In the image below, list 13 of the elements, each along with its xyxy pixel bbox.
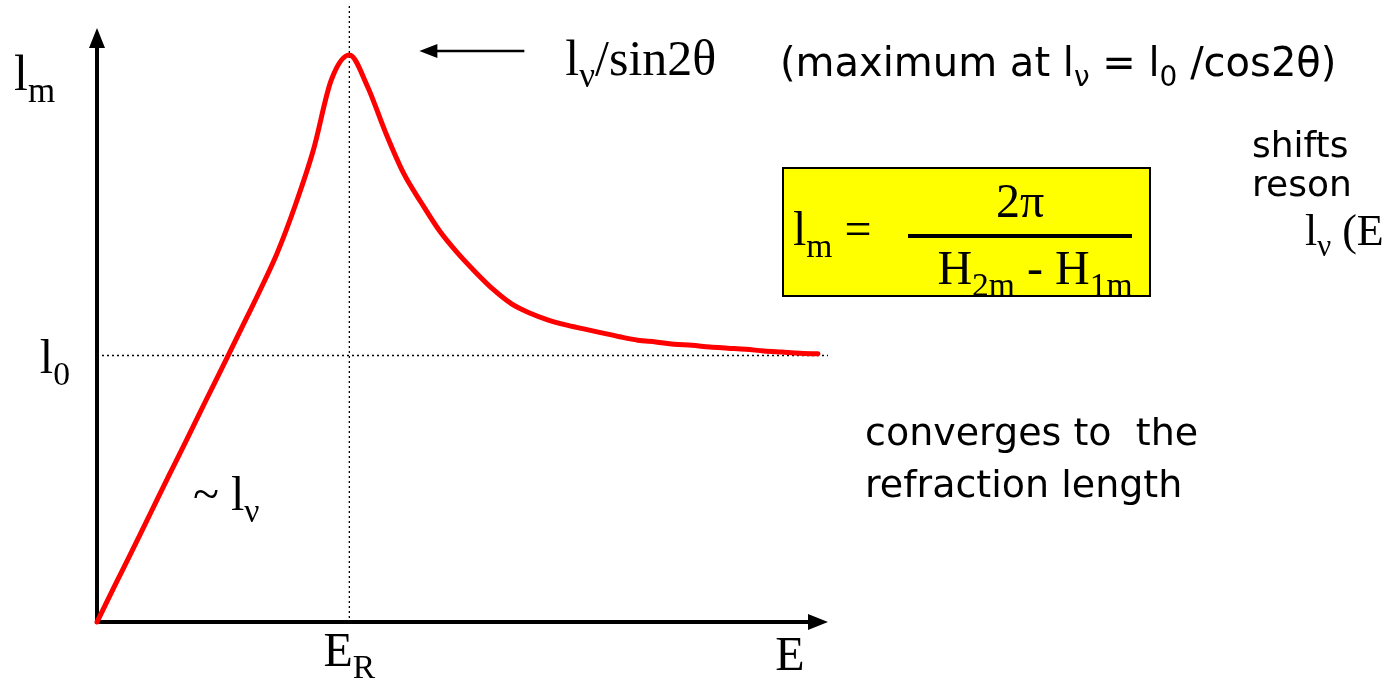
text: shifts	[1252, 124, 1349, 165]
x-axis-title: E	[775, 627, 805, 680]
text: E$_{R}$	[323, 623, 376, 685]
text: reson	[1252, 163, 1352, 204]
annotation: l$_{ν}$/sin2θ	[565, 30, 717, 95]
annotation: (maximum at l$_{ν}$ = l$_{0}$ /cos2θ)	[780, 39, 1337, 93]
annotation: l$_{m}$ =	[793, 202, 872, 264]
y-axis-title: l$_{m}$	[14, 45, 56, 110]
annotation: ~ l$_{ν}$	[193, 467, 260, 529]
text: l$_{ν}$ (E	[1305, 206, 1384, 263]
text: 2π	[995, 174, 1045, 227]
text: converges to the refraction length	[865, 410, 1199, 506]
ref-line-label: l$_{0}$	[39, 329, 70, 392]
